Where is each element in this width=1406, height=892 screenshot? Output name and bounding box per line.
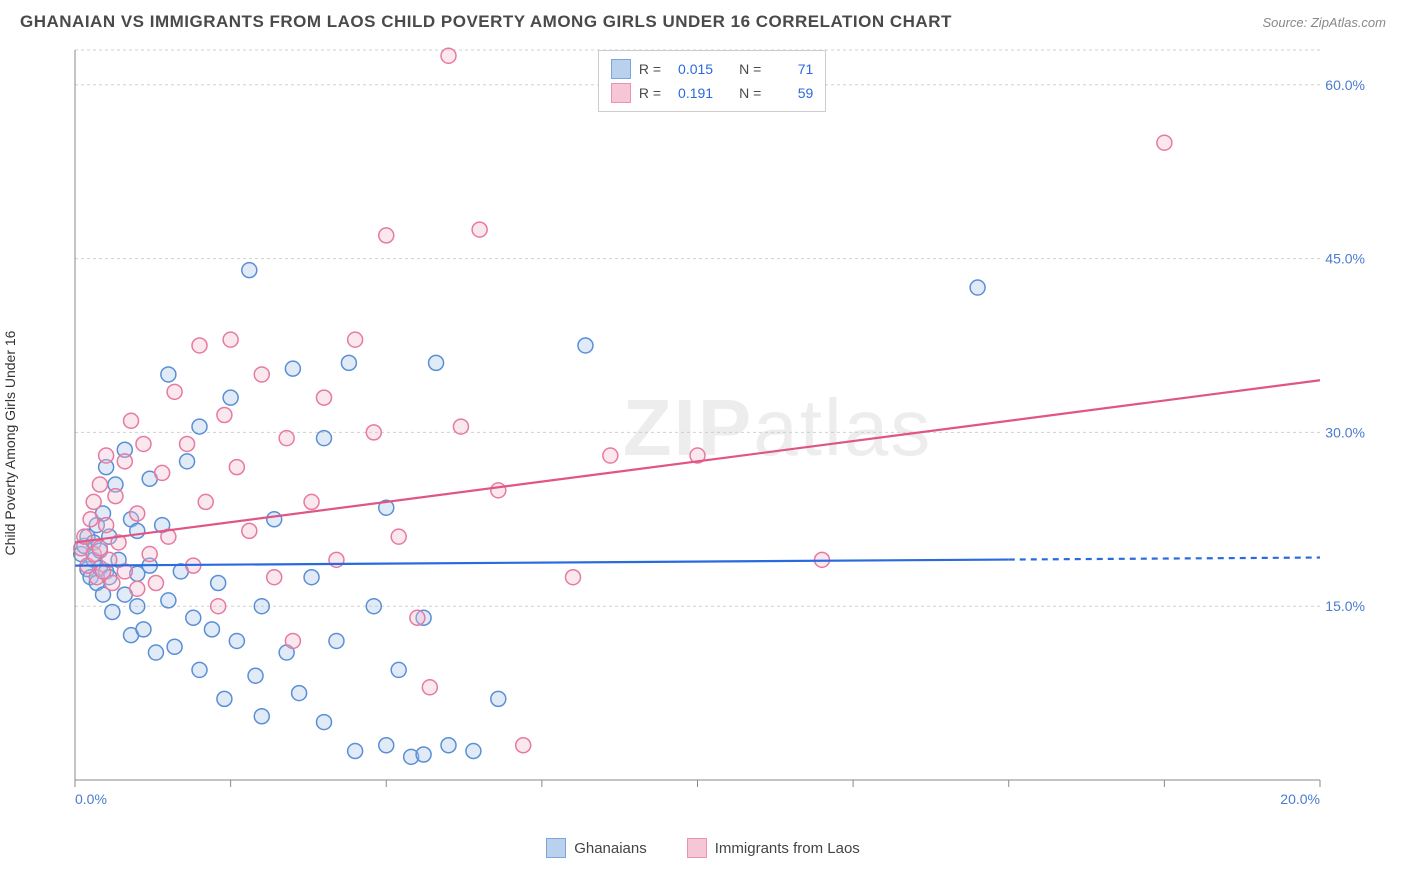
svg-text:30.0%: 30.0% [1325, 424, 1365, 440]
series-legend: Ghanaians Immigrants from Laos [0, 838, 1406, 858]
source-prefix: Source: [1262, 15, 1310, 30]
scatter-chart: 15.0% 30.0% 45.0% 60.0% ZIPatlas 0.0% 20.0% [20, 40, 1380, 830]
n-label: N = [739, 61, 761, 77]
legend-label: Immigrants from Laos [715, 840, 860, 857]
r-label: R = [639, 61, 661, 77]
n-value: 59 [769, 85, 813, 101]
y-axis-label: Child Poverty Among Girls Under 16 [2, 331, 18, 556]
legend-swatch [546, 838, 566, 858]
legend-item: Ghanaians [546, 838, 647, 858]
svg-text:45.0%: 45.0% [1325, 251, 1365, 267]
n-value: 71 [769, 61, 813, 77]
legend-swatch [611, 59, 631, 79]
svg-text:15.0%: 15.0% [1325, 598, 1365, 614]
chart-header: GHANAIAN VS IMMIGRANTS FROM LAOS CHILD P… [0, 0, 1406, 40]
legend-label: Ghanaians [574, 840, 647, 857]
stats-legend: R = 0.015 N = 71 R = 0.191 N = 59 [598, 50, 826, 112]
legend-swatch [611, 83, 631, 103]
chart-container: Child Poverty Among Girls Under 16 15.0%… [20, 40, 1386, 830]
r-value: 0.191 [669, 85, 713, 101]
svg-text:20.0%: 20.0% [1280, 791, 1320, 807]
chart-title: GHANAIAN VS IMMIGRANTS FROM LAOS CHILD P… [20, 12, 952, 32]
source-name: ZipAtlas.com [1311, 15, 1386, 30]
svg-text:60.0%: 60.0% [1325, 77, 1365, 93]
r-value: 0.015 [669, 61, 713, 77]
stats-legend-row: R = 0.191 N = 59 [611, 81, 813, 105]
chart-source: Source: ZipAtlas.com [1262, 15, 1386, 30]
stats-legend-row: R = 0.015 N = 71 [611, 57, 813, 81]
svg-text:0.0%: 0.0% [75, 791, 107, 807]
svg-text:ZIPatlas: ZIPatlas [623, 383, 932, 472]
r-label: R = [639, 85, 661, 101]
n-label: N = [739, 85, 761, 101]
legend-item: Immigrants from Laos [687, 838, 860, 858]
legend-swatch [687, 838, 707, 858]
